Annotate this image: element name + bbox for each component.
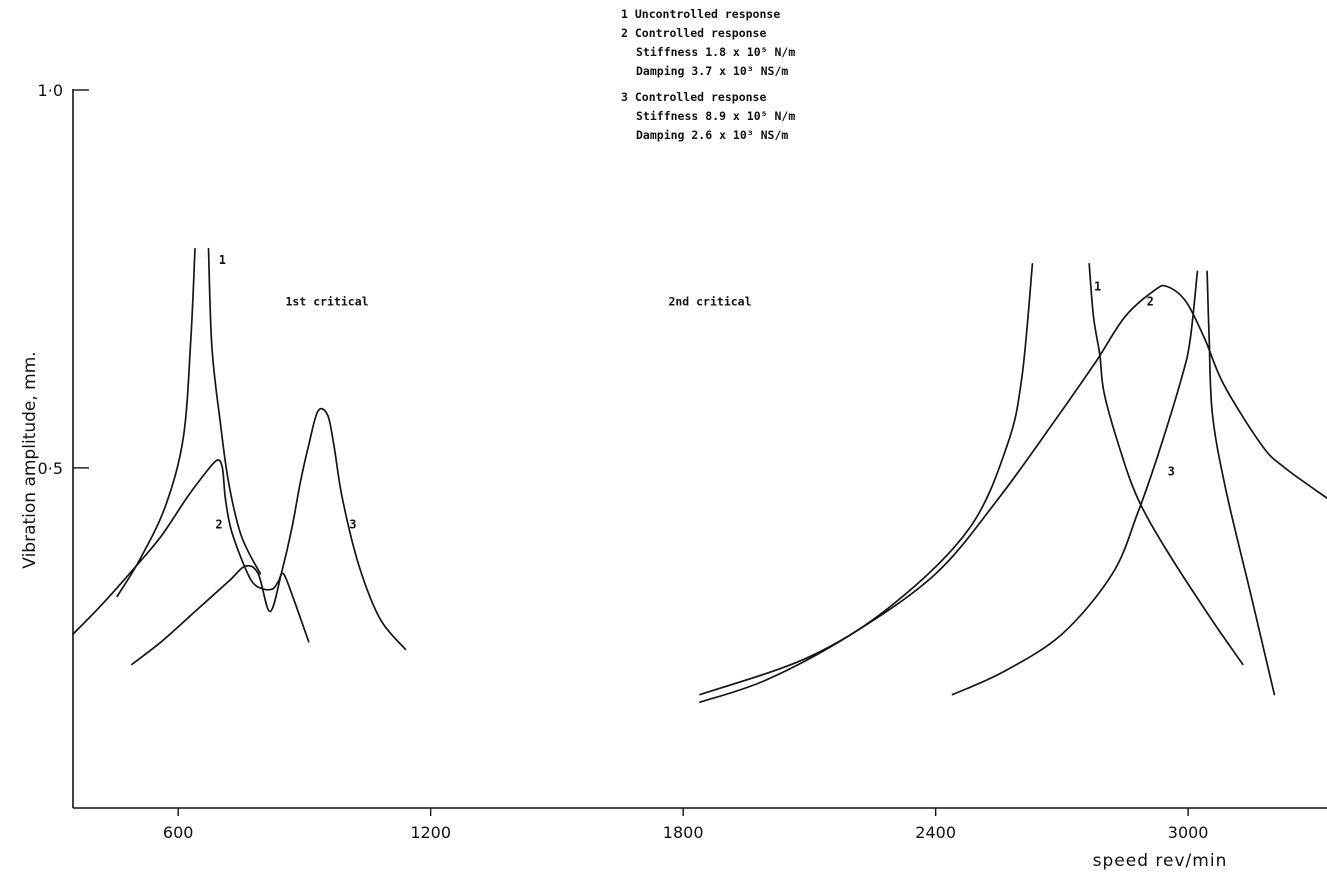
series-2-line-2	[699, 284, 1327, 704]
series-3-line-3	[1206, 270, 1276, 696]
series-1-line-4	[1088, 262, 1244, 666]
x-tick-label: 2400	[915, 823, 956, 842]
series-1-line-2	[207, 247, 262, 575]
x-tick-label: 1800	[663, 823, 704, 842]
y-tick-label: 1·0	[38, 81, 63, 100]
curve-label-3: 3	[1168, 464, 1175, 478]
annotation: 1st critical	[286, 294, 369, 308]
legend-item-3-damping: Damping 2.6 x 10³ NS/m	[636, 128, 788, 142]
legend-item-1: 1 Uncontrolled response	[621, 7, 780, 21]
x-axis-label: speed rev/min	[1093, 851, 1228, 871]
ticks: 600 1200 1800 2400 3000 0·5 1·0	[38, 81, 1209, 842]
legend-item-2-stiffness: Stiffness 1.8 x 10⁵ N/m	[636, 45, 795, 59]
series-3-line-1	[131, 407, 407, 666]
legend-item-3-stiffness: Stiffness 8.9 x 10⁵ N/m	[636, 109, 795, 123]
curve-label-1: 1	[1094, 279, 1101, 293]
series-1-line-3	[699, 262, 1034, 696]
curve-label-1: 1	[219, 253, 226, 267]
x-tick-label: 600	[163, 823, 194, 842]
legend-item-2: 2 Controlled response	[621, 26, 766, 40]
curves	[72, 247, 1327, 704]
legend: 1 Uncontrolled response 2 Controlled res…	[621, 7, 795, 142]
x-tick-label: 3000	[1168, 823, 1209, 842]
y-axis-label: Vibration amplitude, mm.	[20, 351, 40, 568]
series-3-line-2	[951, 270, 1199, 696]
series-1-line-1	[116, 247, 196, 598]
x-tick-label: 1200	[410, 823, 451, 842]
axes	[72, 89, 1327, 809]
y-tick-label: 0·5	[38, 459, 63, 478]
legend-item-2-damping: Damping 3.7 x 10³ NS/m	[636, 64, 788, 78]
curve-label-2: 2	[1147, 294, 1154, 308]
labels: 1 2 3 1 2 3 1st critical 2nd critical	[215, 253, 1175, 532]
curve-label-2: 2	[215, 517, 222, 531]
curve-label-3: 3	[349, 517, 356, 531]
legend-item-3: 3 Controlled response	[621, 90, 766, 104]
annotation: 2nd critical	[668, 294, 751, 308]
